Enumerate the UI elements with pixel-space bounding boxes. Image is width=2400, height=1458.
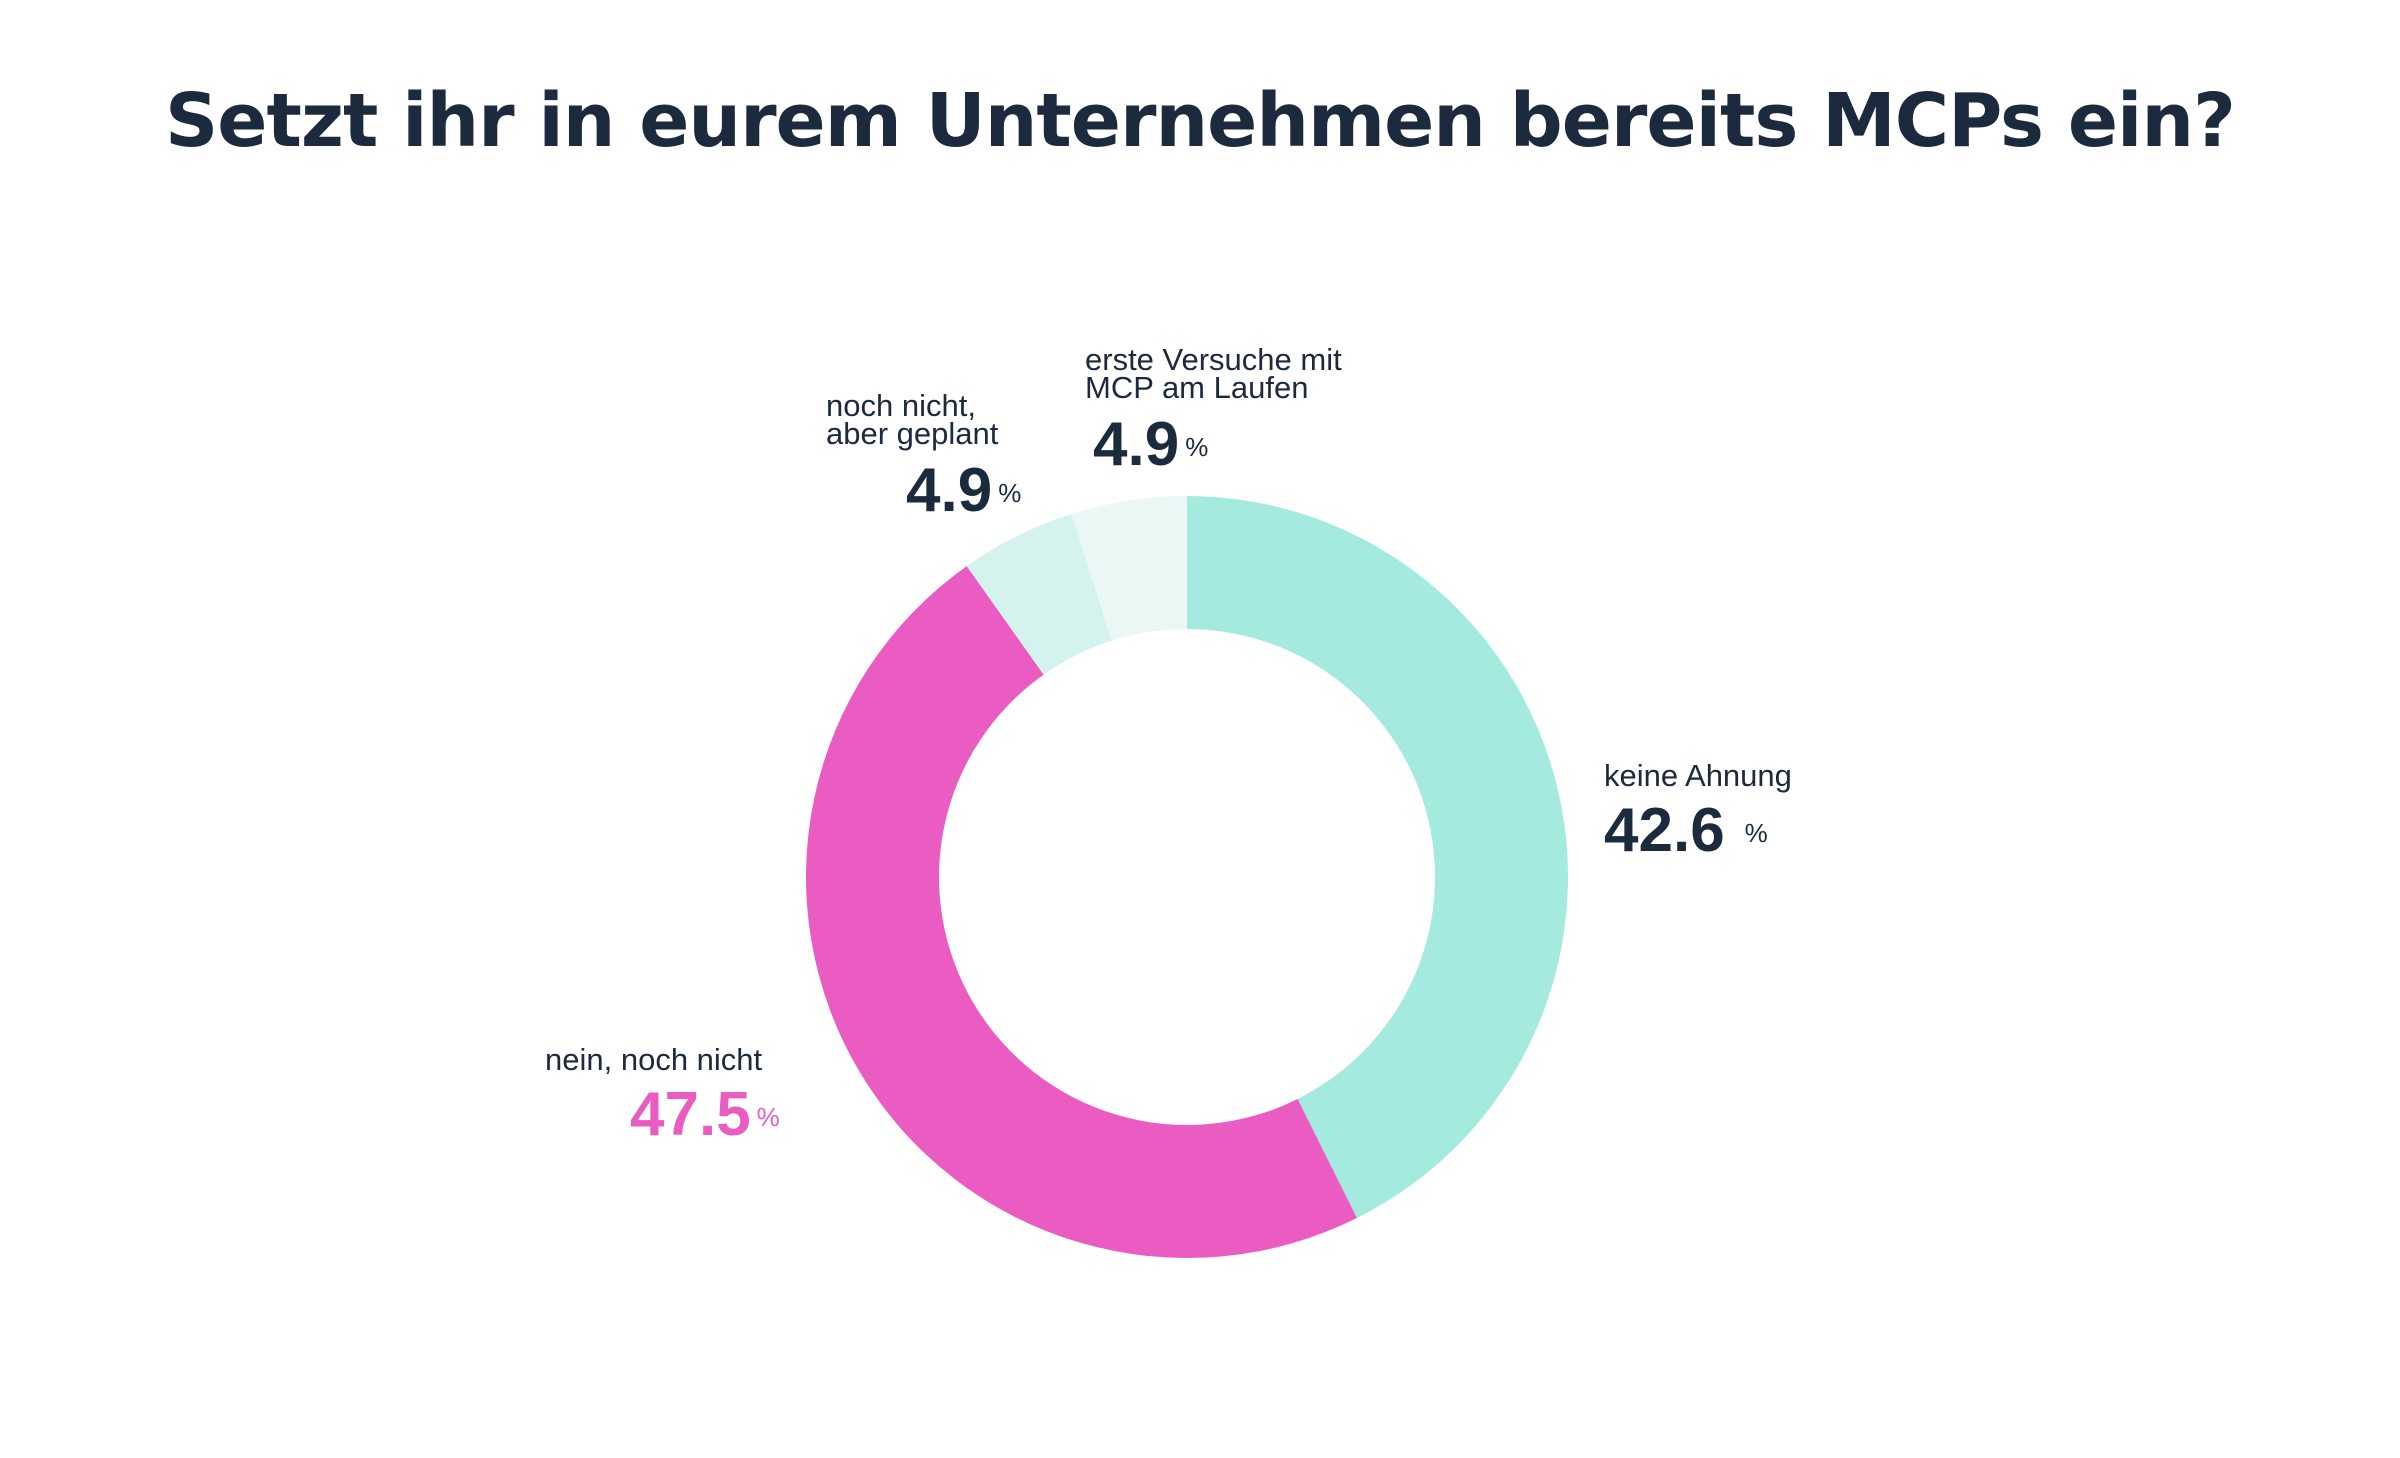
chart-title: Setzt ihr in eurem Unternehmen bereits M… [165,78,2236,164]
label-keine-ahnung: keine Ahnung 42.6% [1604,758,1792,862]
percent-sign: % [756,1102,780,1132]
percent-sign: % [998,478,1022,508]
donut-slice-0 [1187,496,1569,1219]
value-number: 4.9 [906,456,993,525]
slice-value-nein-noch-nicht: 47.5% [630,1084,780,1146]
label-noch-nicht-aber-geplant: noch nicht, aber geplant 4.9% [826,388,1021,522]
slice-value-keine-ahnung: 42.6% [1604,800,1792,862]
donut-slice-3 [1071,496,1187,641]
percent-sign: % [1185,432,1209,462]
slice-label-erste-versuche: erste Versuche mit MCP am Laufen [1085,342,1342,405]
donut-slice-1 [805,566,1357,1259]
value-number: 42.6 [1604,796,1725,865]
slice-label-keine-ahnung: keine Ahnung [1604,758,1792,793]
slice-value-erste-versuche: 4.9% [1093,414,1342,476]
label-nein-noch-nicht: nein, noch nicht 47.5% [545,1042,780,1146]
slice-label-nein-noch-nicht: nein, noch nicht [545,1042,763,1077]
value-number: 47.5 [630,1080,751,1149]
percent-sign: % [1744,818,1768,848]
slice-value-noch-nicht-aber-geplant: 4.9% [906,460,1021,522]
slice-label-noch-nicht-aber-geplant: noch nicht, aber geplant [826,388,999,451]
value-number: 4.9 [1093,410,1180,479]
label-erste-versuche: erste Versuche mit MCP am Laufen 4.9% [1085,342,1342,476]
donut-slice-2 [966,513,1112,675]
